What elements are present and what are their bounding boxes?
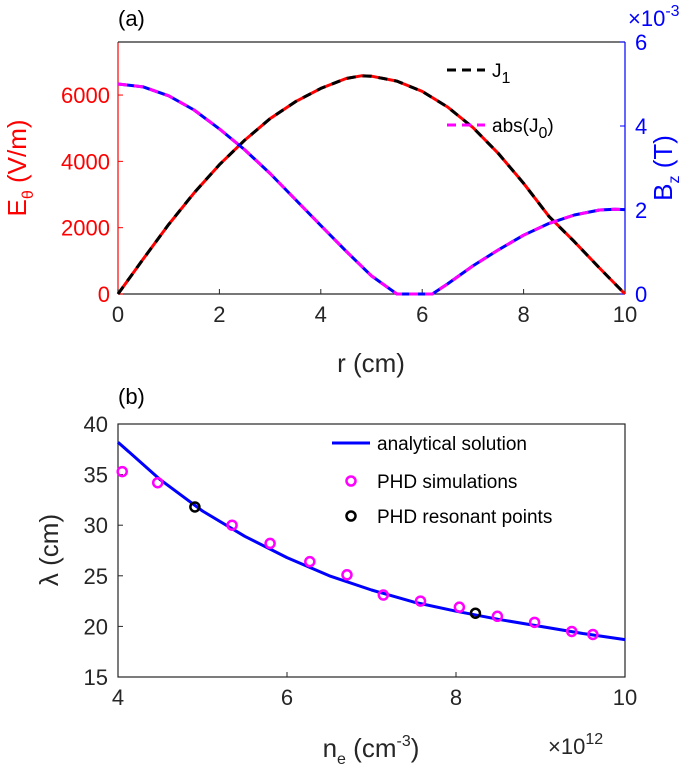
panel-a-right-ticks: 0 2 4 6 <box>620 30 647 307</box>
panel-b-x-tick-label: 6 <box>281 685 293 710</box>
panel-b-y-tick-label: 15 <box>84 665 108 690</box>
legend-entry-absj0-label: abs(J0) <box>492 116 554 142</box>
panel-a-legend: J1 abs(J0) <box>447 61 554 142</box>
panel-a-x-ticks: 0 2 4 6 8 10 <box>112 289 637 327</box>
panel-b-simulation-point <box>414 595 427 607</box>
panel-a-left-tick-label: 6000 <box>61 83 110 108</box>
panel-b-simulation-point <box>491 610 504 623</box>
panel-b-x-ticks: 4 6 8 10 <box>112 672 637 710</box>
panel-b-x-tick-label: 4 <box>112 685 124 710</box>
panel-a-right-exponent: ×10-3 <box>628 3 680 31</box>
legend-entry-simulations-marker <box>345 475 357 487</box>
panel-b-resonant-point <box>469 607 482 619</box>
panel-a-x-axis-label: r (cm) <box>337 348 405 378</box>
panel-a-right-tick-label: 6 <box>635 30 647 55</box>
panel-a-series-e-theta-dashed <box>116 74 627 296</box>
panel-b-simulation-point <box>453 601 466 613</box>
panel-b-y-tick-label: 35 <box>84 463 108 488</box>
panel-a-series <box>116 74 627 296</box>
panel-a-right-tick-label: 2 <box>635 198 647 223</box>
legend-entry-analytical-label: analytical solution <box>377 434 527 455</box>
panel-b-label: (b) <box>118 384 145 409</box>
panel-b-y-tick-label: 40 <box>84 412 108 437</box>
panel-a-right-axis-label: Bz (T) <box>648 135 683 201</box>
panel-b-y-tick-label: 20 <box>84 614 108 639</box>
panel-b-simulation-point <box>304 555 316 568</box>
panel-b-simulation-point <box>226 519 238 531</box>
panel-a-series-b-z-dashed <box>117 82 626 296</box>
panel-b-y-ticks: 15 20 25 30 35 40 <box>84 412 123 690</box>
panel-a-left-tick-label: 0 <box>98 282 110 307</box>
legend-entry-j1-label: J1 <box>492 61 511 87</box>
panel-a-left-axis-label: Eθ (V/m) <box>2 119 37 216</box>
panel-b-simulation-point <box>377 589 390 601</box>
panel-a-x-tick-label: 6 <box>416 302 428 327</box>
panel-b-simulation-point <box>587 628 599 641</box>
panel-b-y-tick-label: 25 <box>84 564 108 589</box>
panel-a-x-tick-label: 2 <box>213 302 225 327</box>
panel-a-left-tick-label: 4000 <box>61 149 110 174</box>
panel-b-x-tick-label: 10 <box>613 685 637 710</box>
panel-b-simulation-point <box>264 537 276 550</box>
legend-entry-resonant-marker <box>345 510 357 522</box>
panel-b-legend: analytical solution PHD simulations PHD … <box>332 434 552 528</box>
panel-b-resonant-point <box>189 501 201 513</box>
panel-a-x-tick-label: 10 <box>613 302 637 327</box>
legend-entry-resonant-label: PHD resonant points <box>377 507 552 528</box>
panel-a-x-tick-label: 0 <box>112 302 124 327</box>
panel-b-analytical-line <box>117 441 626 642</box>
panel-a-plot-area <box>118 42 625 294</box>
panel-a-left-ticks: 0 2000 4000 6000 <box>61 83 123 307</box>
panel-b-series <box>116 441 626 642</box>
panel-b-simulation-point <box>341 569 353 581</box>
panel-b-x-exponent: ×1012 <box>548 731 603 759</box>
panel-a-right-tick-label: 0 <box>635 282 647 307</box>
panel-b-simulation-point <box>566 625 578 638</box>
panel-b-x-axis-label: ne (cm-3) <box>323 733 420 768</box>
panel-b-x-tick-label: 8 <box>450 685 462 710</box>
panel-b-simulation-point <box>116 465 128 478</box>
legend-entry-simulations-label: PHD simulations <box>377 472 517 493</box>
panel-a-label: (a) <box>118 6 145 31</box>
panel-a-left-tick-label: 2000 <box>61 216 110 241</box>
panel-a-x-tick-label: 8 <box>517 302 529 327</box>
panel-b-y-tick-label: 30 <box>84 513 108 538</box>
panel-a-x-tick-label: 4 <box>315 302 327 327</box>
panel-b-simulation-point <box>528 616 541 629</box>
panel-b-simulation-point <box>151 476 164 489</box>
panel-a-right-tick-label: 4 <box>635 114 647 139</box>
panel-b-frame <box>117 423 626 678</box>
panel-b-y-axis-label: λ (cm) <box>34 514 64 586</box>
